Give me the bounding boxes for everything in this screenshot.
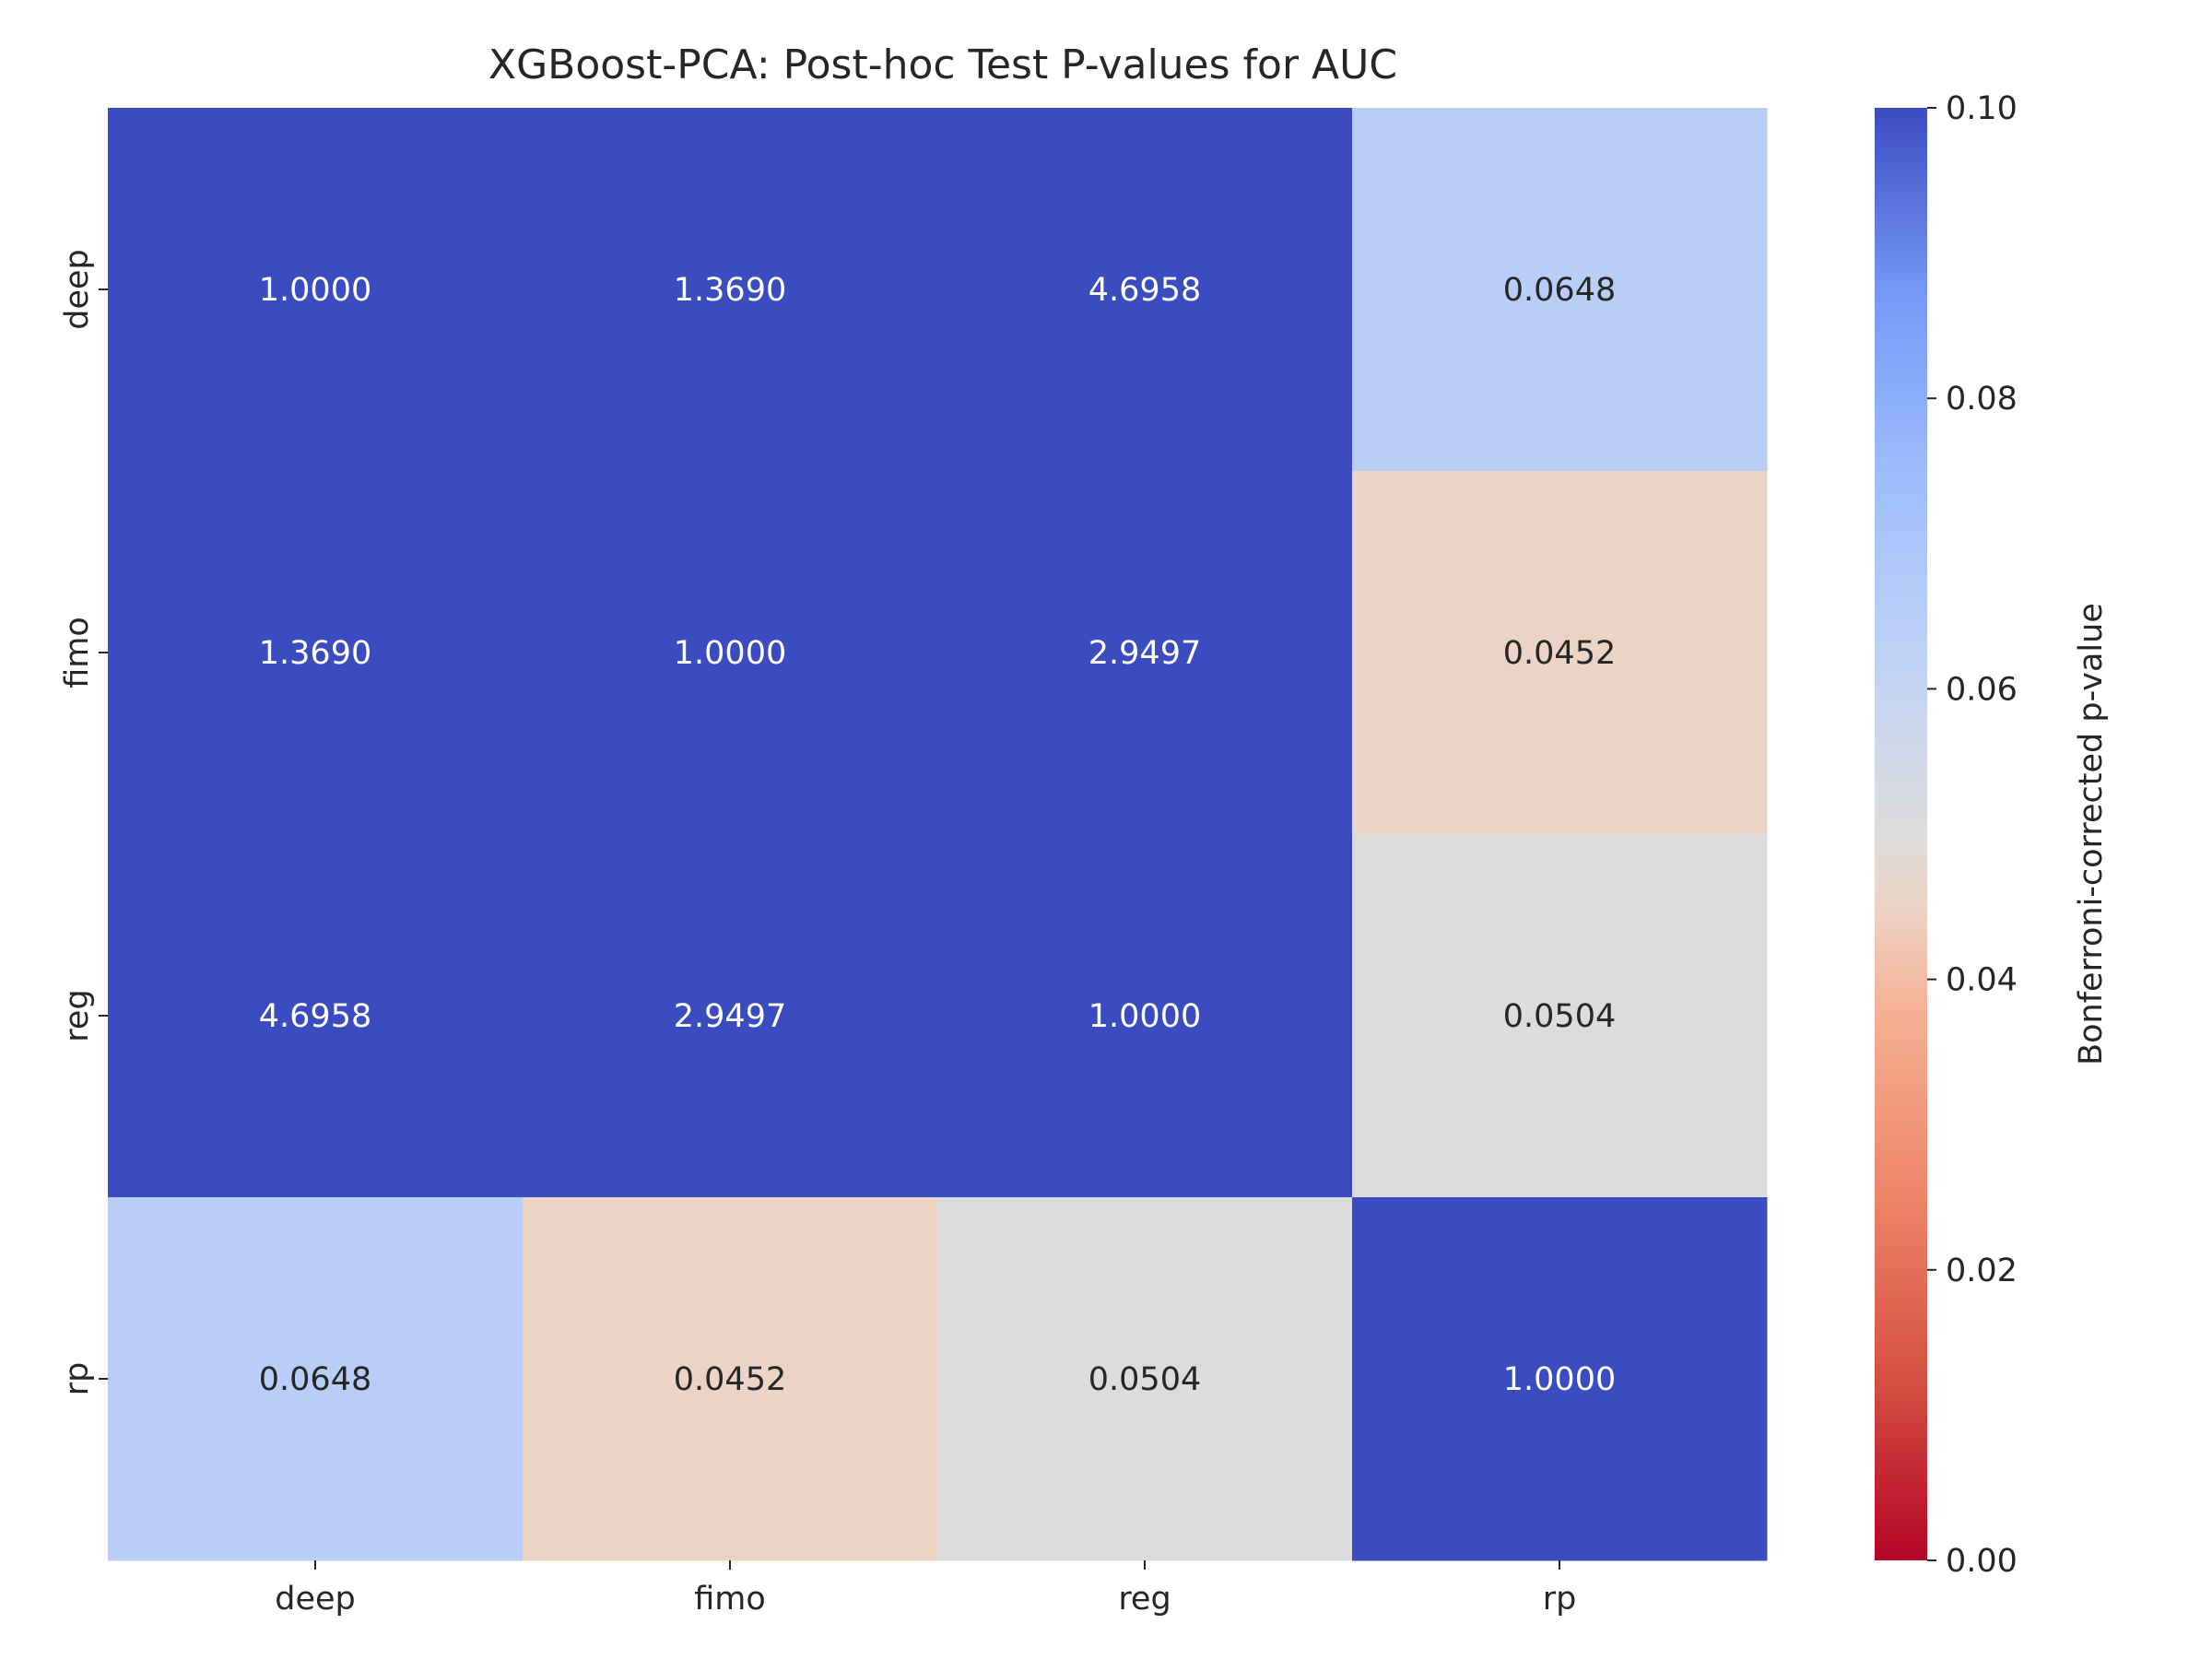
colorbar-label: Bonferroni-corrected p-value — [2073, 603, 2110, 1065]
cell-value-label: 1.3690 — [674, 272, 786, 309]
x-tick-label: rp — [1543, 1581, 1577, 1618]
heatmap-cell — [1352, 834, 1768, 1198]
y-tick-label: deep — [59, 249, 96, 330]
x-axis: deep fimo reg rp — [275, 1560, 1576, 1618]
heatmap-cells: 1.0000 1.3690 4.6958 0.0648 1.3690 1.0000 2.94… — [108, 108, 1768, 1561]
heatmap-cell — [937, 471, 1353, 835]
cell-value-label: 0.0452 — [1503, 635, 1616, 672]
cell-value-label: 2.9497 — [674, 998, 786, 1035]
y-tick-label: rp — [59, 1362, 96, 1396]
heatmap-cell — [523, 471, 938, 835]
heatmap-cell — [523, 1197, 938, 1561]
heatmap-cell — [108, 471, 524, 835]
colorbar-ticks: 0.00 0.02 0.04 0.06 0.08 0.10 — [1927, 90, 2018, 1580]
colorbar: 0.00 0.02 0.04 0.06 0.08 0.10 Bonferroni-corr… — [1875, 90, 2110, 1580]
x-tick-label: deep — [275, 1581, 356, 1618]
cell-value-label: 2.9497 — [1088, 635, 1201, 672]
cell-value-label: 1.0000 — [1088, 998, 1201, 1035]
heatmap-cell — [937, 834, 1353, 1198]
cell-value-label: 1.0000 — [1503, 1361, 1616, 1398]
cell-value-label: 1.0000 — [674, 635, 786, 672]
heatmap-cell — [1352, 1197, 1768, 1561]
heatmap-cell — [937, 1197, 1353, 1561]
colorbar-tick-label: 0.04 — [1946, 962, 2018, 999]
cell-value-label: 1.3690 — [259, 635, 371, 672]
y-tick-label: reg — [59, 989, 96, 1041]
colorbar-gradient — [1875, 108, 1927, 1560]
heatmap-cell — [1352, 471, 1768, 835]
cell-value-label: 0.0504 — [1503, 998, 1616, 1035]
colorbar-tick-label: 0.10 — [1946, 90, 2018, 127]
cell-value-label: 4.6958 — [1088, 272, 1201, 309]
colorbar-tick-label: 0.02 — [1946, 1253, 2018, 1289]
heatmap-cell — [108, 834, 524, 1198]
heatmap-cell — [523, 834, 938, 1198]
heatmap-cell — [108, 108, 524, 472]
cell-value-label: 1.0000 — [259, 272, 371, 309]
cell-value-label: 0.0648 — [259, 1361, 371, 1398]
colorbar-tick-label: 0.00 — [1946, 1543, 2018, 1580]
x-tick-label: reg — [1118, 1581, 1171, 1618]
colorbar-tick-label: 0.06 — [1946, 671, 2018, 708]
x-tick-label: fimo — [694, 1581, 766, 1618]
chart-title: XGBoost-PCA: Post-hoc Test P-values for … — [488, 41, 1397, 88]
y-tick-label: fimo — [59, 617, 96, 688]
heatmap-cell — [1352, 108, 1768, 472]
heatmap-cell — [108, 1197, 524, 1561]
cell-value-label: 0.0452 — [674, 1361, 786, 1398]
y-axis: deep fimo reg rp — [59, 249, 108, 1395]
heatmap-cell — [937, 108, 1353, 472]
heatmap-cell — [523, 108, 938, 472]
cell-value-label: 0.0648 — [1503, 272, 1616, 309]
cell-value-label: 4.6958 — [259, 998, 371, 1035]
cell-value-label: 0.0504 — [1088, 1361, 1201, 1398]
colorbar-tick-label: 0.08 — [1946, 381, 2018, 418]
